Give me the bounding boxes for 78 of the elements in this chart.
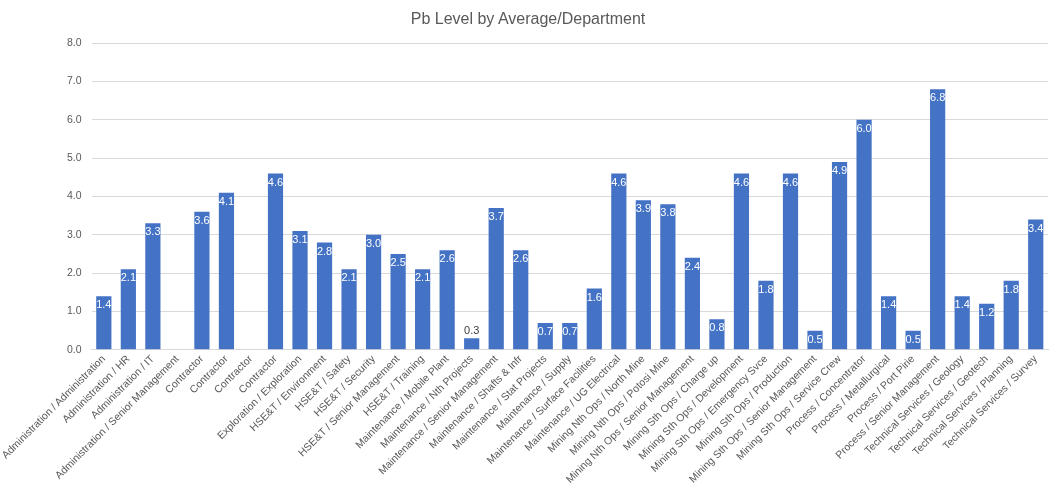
- data-label: 0.5: [905, 332, 921, 345]
- bar: [1003, 280, 1019, 350]
- data-label: 1.4: [954, 298, 970, 311]
- y-tick-label: 0.0: [66, 342, 82, 355]
- data-label: 6.0: [856, 121, 872, 134]
- data-label: 2.1: [120, 271, 136, 284]
- y-tick-label: 3.0: [66, 227, 82, 240]
- data-label: 1.4: [96, 298, 112, 311]
- data-label: 6.8: [929, 91, 946, 104]
- bar: [831, 162, 848, 350]
- y-tick-label: 4.0: [66, 189, 82, 202]
- data-label: 1.8: [758, 282, 774, 295]
- data-label: 3.4: [1028, 221, 1044, 234]
- bar: [930, 89, 946, 350]
- data-label: 0.7: [537, 325, 553, 338]
- bar: [954, 296, 970, 350]
- bar: [218, 192, 235, 350]
- y-tick-label: 2.0: [66, 266, 82, 279]
- y-tick-label: 8.0: [66, 36, 82, 49]
- data-label: 3.1: [292, 233, 308, 246]
- bar: [267, 173, 284, 350]
- data-label: 4.6: [611, 175, 627, 188]
- bar: [390, 254, 406, 350]
- data-label: 0.5: [807, 332, 823, 345]
- data-label: 4.1: [218, 194, 235, 207]
- bar: [660, 204, 676, 350]
- data-label: 2.8: [316, 244, 333, 257]
- data-label: 2.1: [414, 271, 431, 284]
- bar: [439, 250, 455, 350]
- data-label: 4.9: [831, 164, 848, 177]
- data-label: 4.6: [733, 175, 750, 188]
- bar: [365, 234, 382, 350]
- bar: [292, 231, 308, 350]
- y-tick-label: 6.0: [66, 112, 82, 125]
- bar: [120, 269, 136, 350]
- data-label: 3.8: [660, 206, 676, 219]
- bar: [1028, 219, 1044, 350]
- data-label: 3.9: [635, 202, 651, 215]
- bar: [586, 288, 602, 350]
- data-label: 2.1: [341, 271, 357, 284]
- data-label: 2.4: [684, 259, 701, 272]
- data-label: 1.2: [979, 305, 995, 318]
- data-label: 3.0: [365, 236, 382, 249]
- data-label: 0.8: [709, 321, 725, 334]
- data-label: 3.6: [194, 213, 210, 226]
- bar: [464, 338, 480, 350]
- bar: [684, 257, 700, 350]
- y-tick-label: 5.0: [66, 151, 82, 164]
- bar: [145, 223, 161, 350]
- data-label: 1.8: [1003, 282, 1019, 295]
- bar: [415, 269, 431, 350]
- bar: [194, 211, 210, 350]
- bar: [316, 242, 333, 350]
- bar: [341, 269, 357, 350]
- data-label: 3.7: [488, 210, 504, 223]
- bar: [96, 296, 112, 350]
- data-label: 2.5: [390, 256, 406, 269]
- bar: [635, 200, 651, 350]
- bar: [488, 208, 504, 350]
- bar: [611, 173, 627, 350]
- data-label: 4.6: [782, 175, 799, 188]
- y-tick-label: 7.0: [66, 74, 82, 87]
- bar: [856, 119, 872, 350]
- y-tick-label: 1.0: [66, 304, 82, 317]
- data-label: 0.3: [464, 324, 480, 337]
- chart-title: Pb Level by Average/Department: [410, 10, 646, 28]
- data-label: 2.6: [513, 252, 529, 265]
- data-label: 0.7: [562, 325, 578, 338]
- data-label: 1.6: [586, 290, 602, 303]
- data-label: 3.3: [145, 225, 161, 238]
- bar: [880, 296, 897, 350]
- data-label: 4.6: [267, 175, 284, 188]
- bar: [758, 280, 774, 350]
- data-label: 1.4: [880, 298, 897, 311]
- bar: [513, 250, 529, 350]
- bar: [733, 173, 750, 350]
- data-label: 2.6: [439, 252, 455, 265]
- bar: [782, 173, 799, 350]
